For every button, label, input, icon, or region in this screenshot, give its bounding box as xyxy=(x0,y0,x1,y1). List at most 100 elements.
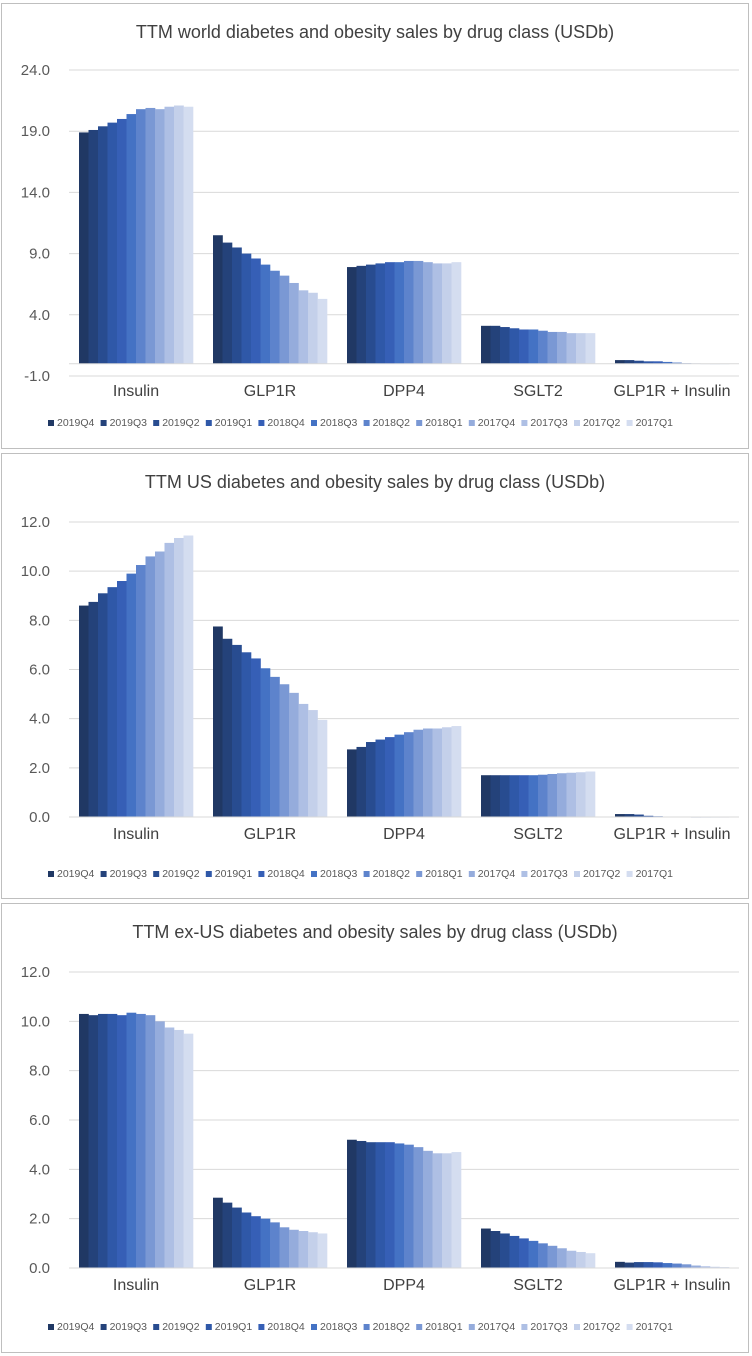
legend-label: 2017Q1 xyxy=(636,1321,674,1333)
bar xyxy=(451,1152,462,1268)
legend-label: 2019Q2 xyxy=(162,1321,200,1333)
bar xyxy=(356,265,367,364)
bar xyxy=(79,132,89,364)
bar xyxy=(251,658,261,817)
bar xyxy=(557,773,567,817)
bar xyxy=(585,1253,596,1268)
bar xyxy=(164,1027,175,1268)
bar xyxy=(174,537,184,817)
bar xyxy=(500,775,510,817)
bar xyxy=(385,262,395,364)
legend-swatch xyxy=(363,871,370,877)
bar xyxy=(413,260,424,364)
bar xyxy=(107,1013,118,1268)
bar xyxy=(710,1266,720,1268)
category-label: GLP1R xyxy=(244,1277,296,1294)
bar xyxy=(136,109,146,364)
legend-label: 2019Q4 xyxy=(57,417,95,429)
bar xyxy=(222,638,233,817)
legend-label: 2017Q4 xyxy=(478,1321,516,1333)
category-label: SGLT2 xyxy=(513,1277,563,1294)
bar xyxy=(222,242,233,364)
bar xyxy=(88,601,99,817)
bar xyxy=(317,298,328,364)
bar xyxy=(251,1216,261,1268)
legend-swatch xyxy=(574,871,580,877)
legend-swatch xyxy=(100,871,107,877)
y-tick-label: 14.0 xyxy=(21,184,50,201)
bar xyxy=(317,719,328,817)
bar xyxy=(519,329,529,364)
bar xyxy=(691,1265,701,1268)
legend-swatch xyxy=(521,420,528,426)
bar xyxy=(213,626,223,817)
legend-label: 2017Q2 xyxy=(583,868,621,880)
legend-swatch xyxy=(363,420,370,426)
bar xyxy=(509,775,520,817)
y-tick-label: 6.0 xyxy=(29,662,50,679)
bar xyxy=(356,746,367,817)
legend-swatch xyxy=(574,420,580,426)
bar xyxy=(576,333,586,364)
bar xyxy=(88,1015,99,1268)
bar xyxy=(222,1202,233,1268)
y-tick-label: 9.0 xyxy=(29,246,50,263)
bar xyxy=(538,774,548,817)
bar xyxy=(308,710,318,817)
bar xyxy=(615,814,625,817)
bar xyxy=(117,581,127,817)
bar xyxy=(232,644,242,817)
legend-label: 2018Q2 xyxy=(373,1321,411,1333)
legend-swatch xyxy=(100,1324,107,1330)
legend-swatch xyxy=(48,1324,54,1330)
legend-label: 2018Q2 xyxy=(373,417,411,429)
legend-label: 2018Q3 xyxy=(320,417,358,429)
bar xyxy=(232,1207,242,1268)
bar xyxy=(385,1142,395,1268)
legend-label: 2017Q1 xyxy=(636,417,674,429)
legend-swatch xyxy=(311,871,317,877)
bar xyxy=(107,587,118,817)
bar xyxy=(490,775,501,817)
category-label: DPP4 xyxy=(383,383,425,400)
bar xyxy=(442,727,452,817)
legend-label: 2019Q3 xyxy=(110,1321,148,1333)
bar xyxy=(98,1013,108,1268)
legend-swatch xyxy=(153,871,160,877)
bar xyxy=(624,1262,635,1268)
legend-label: 2018Q1 xyxy=(425,417,463,429)
legend-swatch xyxy=(48,420,54,426)
bar xyxy=(183,1033,194,1268)
bar xyxy=(183,106,194,364)
bar xyxy=(509,328,520,364)
bar xyxy=(394,262,405,364)
bar xyxy=(366,1142,376,1268)
bar xyxy=(394,1143,405,1268)
bar xyxy=(432,1153,443,1268)
bar xyxy=(451,262,462,364)
bar xyxy=(213,235,223,364)
legend-swatch xyxy=(153,1324,160,1330)
bar xyxy=(366,742,376,817)
bar xyxy=(615,1261,625,1268)
y-tick-label: 12.0 xyxy=(21,964,50,981)
bar xyxy=(174,1029,184,1268)
legend-label: 2019Q1 xyxy=(215,1321,253,1333)
legend-label: 2017Q3 xyxy=(530,1321,568,1333)
bar xyxy=(270,270,280,364)
bar xyxy=(260,264,271,364)
bar xyxy=(404,732,414,817)
legend-label: 2017Q3 xyxy=(530,868,568,880)
legend-swatch xyxy=(416,420,423,426)
bar xyxy=(653,361,663,364)
bar xyxy=(260,1218,271,1268)
y-tick-label: 0.0 xyxy=(29,1260,50,1277)
legend-label: 2019Q3 xyxy=(110,868,148,880)
legend-label: 2019Q2 xyxy=(162,868,200,880)
bar xyxy=(183,535,194,817)
bar xyxy=(643,1262,654,1268)
bar xyxy=(174,105,184,364)
bar xyxy=(289,692,299,817)
bar xyxy=(662,1263,673,1268)
